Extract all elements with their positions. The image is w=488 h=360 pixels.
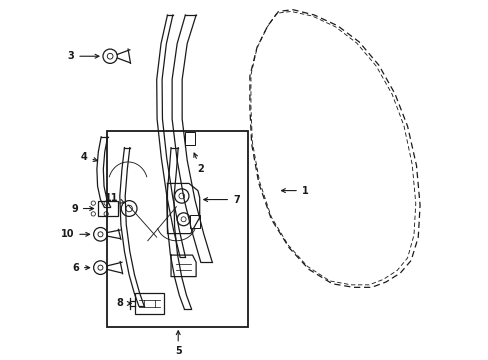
Text: 10: 10 [61,229,89,239]
Text: 6: 6 [72,263,89,273]
Text: 5: 5 [175,331,181,356]
Bar [98,201,118,216]
Text: 11: 11 [104,193,124,203]
Text: 9: 9 [71,203,93,213]
Text: 7: 7 [203,194,239,204]
Bar [106,131,247,327]
Bar [135,293,163,314]
Text: 1: 1 [281,186,308,195]
Bar [184,132,195,145]
Text: 8: 8 [116,298,131,309]
Text: 3: 3 [67,51,99,61]
Bar [190,215,200,228]
Text: 4: 4 [81,152,97,162]
Text: 2: 2 [193,153,204,174]
